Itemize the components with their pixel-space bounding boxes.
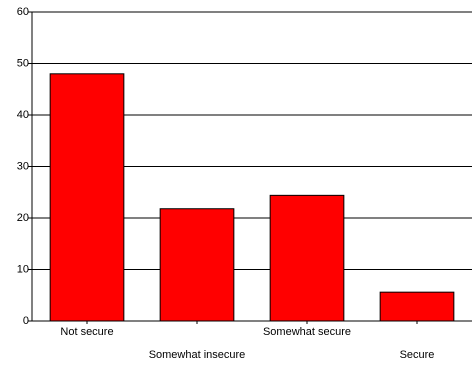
x-tick-label-secure: Secure bbox=[400, 349, 435, 361]
tick-labels: 0 10 20 30 40 50 60 Not secure Somewhat insecure… bbox=[17, 6, 435, 361]
y-tick-label-50: 50 bbox=[17, 58, 29, 70]
y-tick-label-60: 60 bbox=[17, 6, 29, 18]
x-tick-label-somewhat-secure: Somewhat secure bbox=[263, 326, 351, 338]
bar-somewhat-insecure bbox=[159, 208, 235, 322]
x-tick-label-somewhat-insecure: Somewhat insecure bbox=[149, 349, 246, 361]
y-tick-label-40: 40 bbox=[17, 109, 29, 121]
y-tick-label-20: 20 bbox=[17, 212, 29, 224]
y-tick-label-10: 10 bbox=[17, 264, 29, 276]
axes bbox=[28, 11, 472, 324]
bar-not-secure bbox=[49, 73, 125, 322]
y-tick-label-30: 30 bbox=[17, 161, 29, 173]
y-tick-label-0: 0 bbox=[23, 315, 29, 327]
bar-somewhat-secure bbox=[269, 194, 345, 322]
x-tick-label-not-secure: Not secure bbox=[60, 326, 113, 338]
bars bbox=[49, 73, 455, 322]
bar-secure bbox=[379, 291, 455, 322]
